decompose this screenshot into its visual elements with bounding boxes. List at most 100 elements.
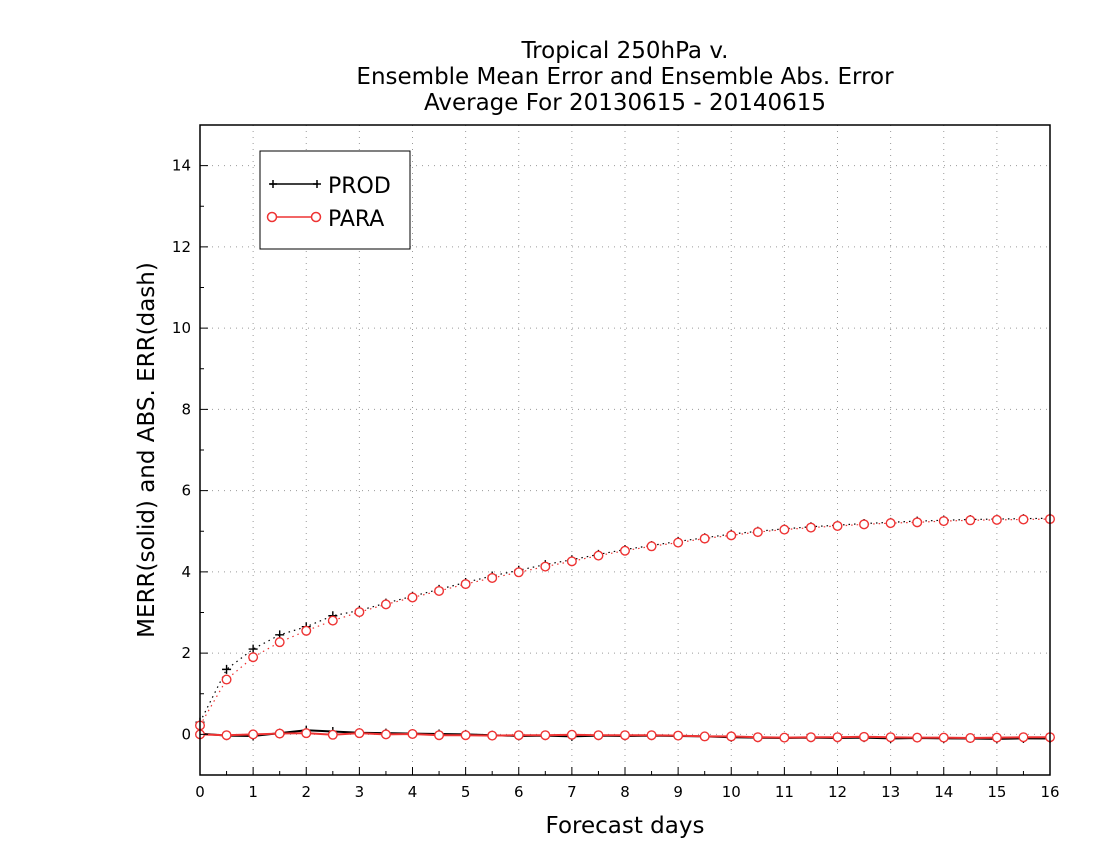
- series-para-abs-err-point: [646, 541, 657, 552]
- series-para-abs-err-point: [407, 592, 418, 603]
- series-para-merr-point: [301, 728, 312, 739]
- series-para-abs-err-point: [699, 533, 710, 544]
- series-para-abs-err-point: [487, 572, 498, 583]
- series-para-merr-point: [938, 732, 949, 743]
- chart-title-line-2: Ensemble Mean Error and Ensemble Abs. Er…: [356, 64, 894, 90]
- legend-para-label: PARA: [328, 207, 384, 232]
- y-axis-ticks: 0 2 4 6 8 10 12 14: [172, 124, 208, 776]
- series-para-merr-point: [1018, 732, 1029, 743]
- series-para-abs-err-point: [301, 625, 312, 636]
- series-para-merr-point: [832, 732, 843, 743]
- series-para-merr-point: [991, 732, 1002, 743]
- series-para-merr-point: [593, 730, 604, 741]
- series-para-abs-err-point: [1018, 514, 1029, 525]
- series-para-abs-err-point: [779, 524, 790, 535]
- series-para-abs-err-point: [991, 514, 1002, 525]
- series-para-merr-point: [274, 728, 285, 739]
- x-axis-label: Forecast days: [546, 813, 705, 839]
- series-para-merr-point: [487, 730, 498, 741]
- series-para-merr-point: [460, 730, 471, 741]
- series-para-merr-point: [965, 733, 976, 744]
- series-para-merr-point: [354, 728, 365, 739]
- series-para-merr-point: [673, 730, 684, 741]
- legend-item-prod: PROD: [269, 174, 391, 199]
- y-tick-label: 4: [181, 563, 191, 581]
- series-para-abs-err-point: [221, 674, 232, 685]
- x-tick-label: 7: [567, 783, 577, 801]
- series-para-merr-point: [752, 732, 763, 743]
- legend: PROD PARA: [259, 150, 411, 250]
- x-tick-label: 10: [722, 783, 741, 801]
- series-para-merr-point: [248, 729, 259, 740]
- legend-prod-plus-marker: [269, 180, 321, 188]
- legend-para-circle-marker-right: [310, 211, 322, 223]
- series-para-abs-err-point: [248, 652, 259, 663]
- series-layer: [194, 513, 1055, 744]
- chart-title: Tropical 250hPa v. Ensemble Mean Error a…: [356, 38, 894, 116]
- x-axis-ticks: 0 1 2 3 4 5 6 7 8 9 10 11 12 13 14 15 16: [195, 767, 1060, 801]
- series-para-abs-err-point: [327, 615, 338, 626]
- series-para-abs-err-point: [885, 518, 896, 529]
- series-para-abs-err-point: [726, 530, 737, 541]
- x-tick-label: 15: [987, 783, 1006, 801]
- series-para-merr-point: [407, 728, 418, 739]
- series-para-abs-err-point: [832, 520, 843, 531]
- y-tick-label: 10: [172, 319, 191, 337]
- series-para-merr-point: [726, 731, 737, 742]
- series-para-abs-err-point: [513, 567, 524, 578]
- series-para-merr-point: [699, 731, 710, 742]
- series-para-merr-point: [620, 730, 631, 741]
- chart-title-line-3: Average For 20130615 - 20140615: [424, 90, 826, 116]
- series-para-abs-err-point: [593, 550, 604, 561]
- series-para-abs-err-point: [620, 545, 631, 556]
- x-tick-label: 16: [1040, 783, 1059, 801]
- x-tick-label: 1: [248, 783, 258, 801]
- x-tick-label: 2: [301, 783, 311, 801]
- y-tick-label: 14: [172, 157, 191, 175]
- x-tick-label: 6: [514, 783, 524, 801]
- series-para-merr-point: [805, 732, 816, 743]
- y-tick-label: 12: [172, 238, 191, 256]
- series-prod-abs-err-point: [248, 644, 258, 654]
- x-tick-label: 12: [828, 783, 847, 801]
- chart-title-line-1: Tropical 250hPa v.: [521, 38, 729, 64]
- series-para-abs-err-point: [805, 522, 816, 533]
- y-tick-label: 0: [181, 725, 191, 743]
- series-para-abs-err-point: [912, 517, 923, 528]
- series-para-abs-err-point: [673, 537, 684, 548]
- legend-item-para: PARA: [266, 207, 384, 232]
- x-tick-label: 9: [673, 783, 683, 801]
- series-para-merr-point: [221, 730, 232, 741]
- series-para-abs-err-point: [859, 519, 870, 530]
- x-tick-label: 13: [881, 783, 900, 801]
- series-para-abs-err-point: [274, 637, 285, 648]
- series-para-abs-err-point: [354, 607, 365, 618]
- series-prod-abs-err-point: [222, 664, 232, 674]
- x-tick-label: 5: [461, 783, 471, 801]
- series-para-merr-point: [380, 729, 391, 740]
- series-para-merr-point: [885, 732, 896, 743]
- series-para-merr-point: [540, 730, 551, 741]
- x-tick-label: 4: [408, 783, 418, 801]
- series-para-merr-point: [513, 730, 524, 741]
- series-para-abs-err-point: [434, 585, 445, 596]
- y-tick-label: 6: [181, 482, 191, 500]
- series-para-merr-point: [646, 730, 657, 741]
- series-para-merr-point: [779, 732, 790, 743]
- series-para-abs-err-point: [380, 599, 391, 610]
- y-tick-label: 8: [181, 400, 191, 418]
- series-para-abs-err-point: [566, 556, 577, 567]
- x-tick-label: 11: [775, 783, 794, 801]
- y-axis-label: MERR(solid) and ABS. ERR(dash): [134, 262, 160, 638]
- y-tick-label: 2: [181, 644, 191, 662]
- legend-para-circle-marker-left: [266, 211, 278, 223]
- series-para-abs-err-point: [460, 579, 471, 590]
- x-tick-label: 14: [934, 783, 953, 801]
- series-para-merr-point: [327, 729, 338, 740]
- series-para: [194, 514, 1055, 744]
- x-tick-label: 0: [195, 783, 205, 801]
- series-para-merr-point: [566, 729, 577, 740]
- series-para-merr-point: [912, 732, 923, 743]
- series-para-abs-err-point: [938, 516, 949, 527]
